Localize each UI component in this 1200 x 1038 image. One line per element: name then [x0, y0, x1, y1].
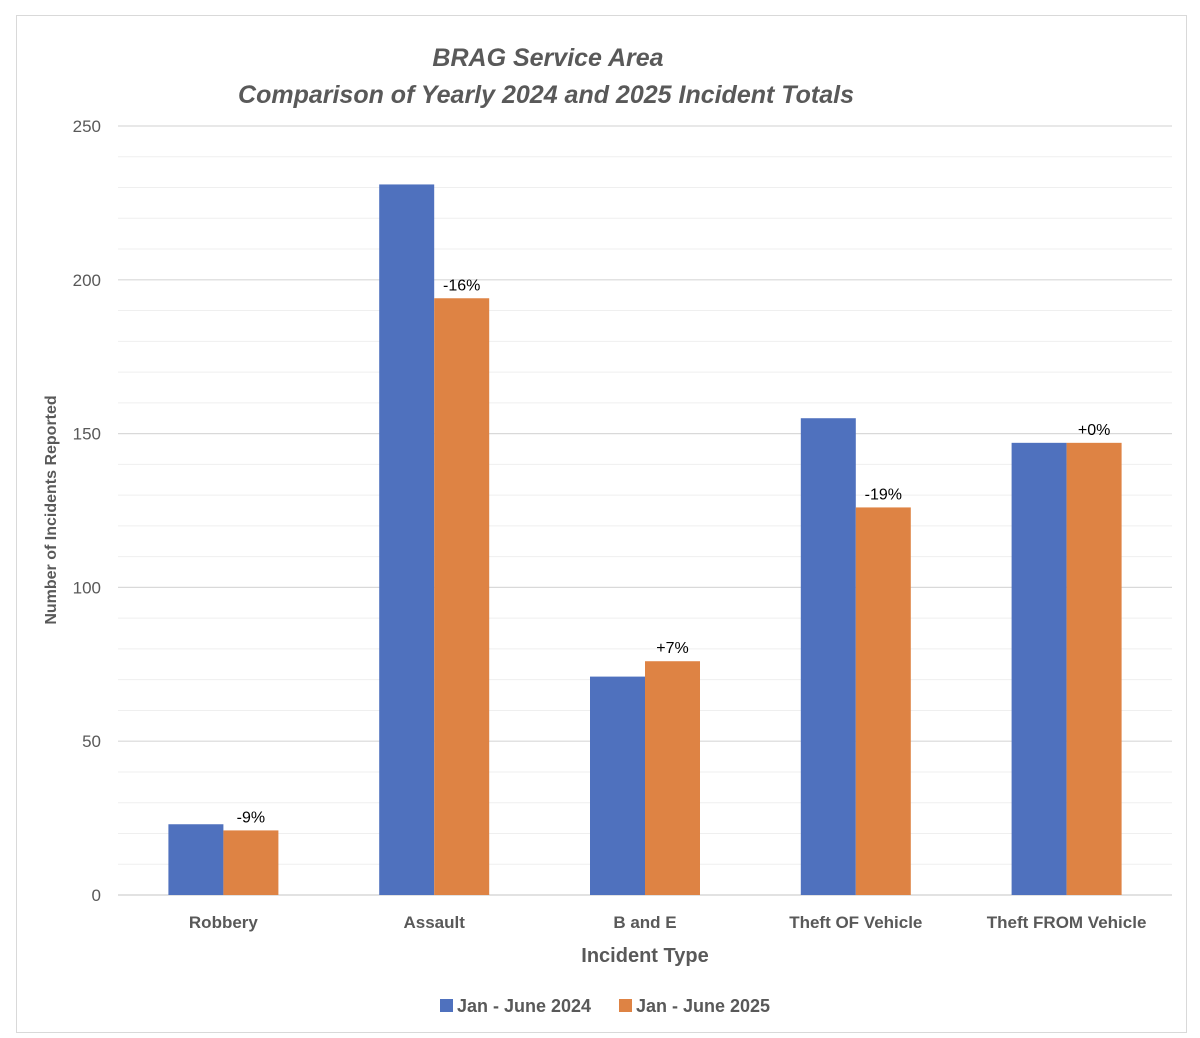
chart-frame [16, 15, 1187, 1033]
gridlines [118, 125, 1172, 896]
y-axis-ticks: 0 50 100 150 200 250 [73, 117, 101, 905]
data-labels: -9% -16% +7% -19% +0% [237, 277, 1111, 826]
y-tick-label: 200 [73, 271, 101, 290]
data-label: -19% [865, 486, 902, 503]
y-tick-label: 0 [92, 886, 101, 905]
x-category-label: Theft FROM Vehicle [987, 913, 1147, 932]
chart-title-line-1: BRAG Service Area [432, 44, 663, 72]
legend-label-2025: Jan - June 2025 [636, 996, 770, 1016]
bar-2024 [379, 184, 435, 896]
y-tick-label: 250 [73, 117, 101, 136]
chart-title-line-2: Comparison of Yearly 2024 and 2025 Incid… [238, 81, 854, 109]
data-label: +7% [656, 640, 688, 657]
x-axis-title: Incident Type [581, 945, 708, 967]
data-label: -16% [443, 277, 480, 294]
bar-2024 [590, 676, 645, 895]
legend: Jan - June 2024 Jan - June 2025 [440, 996, 770, 1016]
legend-swatch-2024 [440, 999, 453, 1012]
y-tick-label: 150 [73, 425, 101, 444]
bar-2024 [168, 824, 224, 895]
data-label: +0% [1078, 422, 1110, 439]
x-category-label: Assault [403, 913, 465, 932]
bars [168, 184, 1122, 896]
bar-2024 [800, 418, 856, 895]
x-category-label: Robbery [189, 913, 259, 932]
y-axis-title: Number of Incidents Reported [43, 395, 60, 624]
bar-2025 [645, 661, 700, 895]
y-tick-label: 100 [73, 578, 101, 597]
x-axis-categories: Robbery Assault B and E Theft OF Vehicle The… [189, 913, 1147, 932]
legend-swatch-2025 [619, 999, 632, 1012]
bar-2025 [855, 507, 911, 895]
data-label: -9% [237, 809, 265, 826]
bar-2025 [1066, 442, 1122, 895]
y-tick-label: 50 [82, 732, 101, 751]
bar-2025 [223, 830, 279, 895]
x-category-label: B and E [613, 913, 676, 932]
bar-2024 [1011, 442, 1067, 895]
legend-label-2024: Jan - June 2024 [457, 996, 591, 1016]
bar-2025 [434, 298, 490, 896]
x-category-label: Theft OF Vehicle [789, 913, 922, 932]
